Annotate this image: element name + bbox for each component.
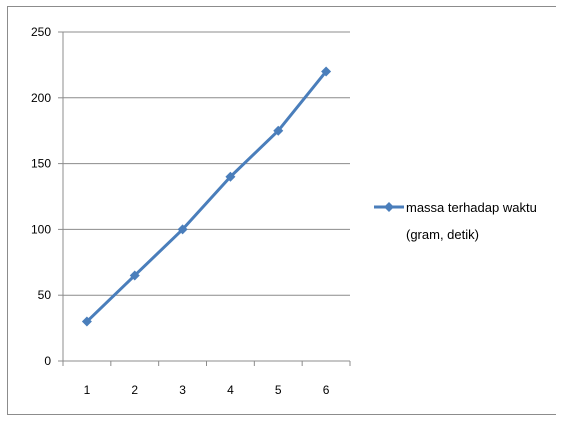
legend-marker-swatch — [384, 202, 394, 212]
x-tick-label: 2 — [131, 383, 138, 397]
chart-frame — [7, 6, 556, 415]
x-tick-label: 4 — [227, 383, 234, 397]
y-tick-label: 100 — [31, 222, 51, 236]
axes — [58, 31, 351, 366]
y-axis-tick-labels: 0 50 100 150 200 250 — [31, 25, 51, 368]
legend: massa terhadap waktu (gram, detik) — [374, 200, 537, 242]
data-point-marker — [273, 125, 284, 136]
x-tick-label: 3 — [179, 383, 186, 397]
y-tick-label: 200 — [31, 91, 51, 105]
series-group — [81, 66, 332, 327]
gridlines — [63, 31, 350, 296]
data-point-marker — [225, 171, 236, 182]
x-axis-tick-labels: 1 2 3 4 5 6 — [84, 383, 330, 397]
y-tick-label: 0 — [44, 354, 51, 368]
y-tick-label: 50 — [38, 288, 52, 302]
x-tick-label: 6 — [323, 383, 330, 397]
data-point-marker — [129, 270, 140, 281]
y-tick-label: 250 — [31, 25, 51, 39]
data-point-marker — [81, 316, 92, 327]
x-tick-label: 1 — [84, 383, 91, 397]
legend-label-line-1: massa terhadap waktu — [406, 200, 537, 215]
data-point-marker — [177, 224, 188, 235]
y-tick-label: 150 — [31, 157, 51, 171]
series-line — [85, 70, 328, 323]
data-point-marker — [321, 66, 332, 77]
legend-label-line-2: (gram, detik) — [406, 227, 479, 242]
x-tick-label: 5 — [275, 383, 282, 397]
